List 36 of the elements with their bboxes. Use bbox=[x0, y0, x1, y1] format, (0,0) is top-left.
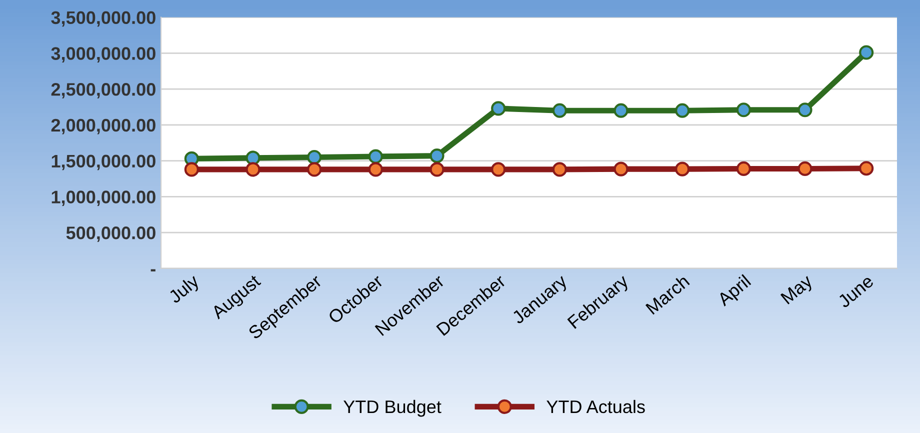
point bbox=[184, 162, 199, 177]
point bbox=[552, 103, 567, 118]
y-tick-label: 2,000,000.00 bbox=[51, 118, 156, 134]
y-tick-label: 3,500,000.00 bbox=[51, 11, 156, 27]
point bbox=[552, 162, 567, 177]
point bbox=[307, 162, 322, 177]
point bbox=[491, 162, 506, 177]
point bbox=[368, 149, 383, 164]
point bbox=[675, 103, 690, 118]
x-tick-label: May bbox=[780, 274, 816, 308]
y-tick-label: 3,000,000.00 bbox=[51, 47, 156, 63]
point bbox=[859, 45, 874, 60]
point bbox=[430, 162, 444, 177]
point bbox=[614, 162, 628, 176]
x-tick-label: July bbox=[167, 273, 202, 307]
point bbox=[307, 150, 322, 165]
point bbox=[246, 162, 260, 177]
point bbox=[246, 150, 260, 166]
point bbox=[736, 161, 751, 176]
point bbox=[798, 102, 812, 118]
y-tick-label: 2,500,000.00 bbox=[51, 83, 156, 98]
x-tick-label: June bbox=[836, 274, 874, 308]
point bbox=[614, 103, 628, 118]
point bbox=[368, 162, 383, 177]
y-tick-label: 1,500,000.00 bbox=[52, 154, 156, 170]
point bbox=[430, 148, 444, 164]
y-tick-label: - bbox=[150, 269, 156, 272]
point bbox=[491, 101, 506, 116]
point bbox=[736, 102, 751, 118]
legend-label: YTD Budget bbox=[343, 400, 442, 417]
point bbox=[859, 161, 874, 176]
point bbox=[675, 162, 690, 176]
legend-label: YTD Actuals bbox=[546, 400, 645, 414]
y-tick-label: 1,000,000.00 bbox=[52, 190, 156, 206]
y-tick-label: 500,000.00 bbox=[66, 226, 156, 242]
point bbox=[798, 161, 812, 176]
